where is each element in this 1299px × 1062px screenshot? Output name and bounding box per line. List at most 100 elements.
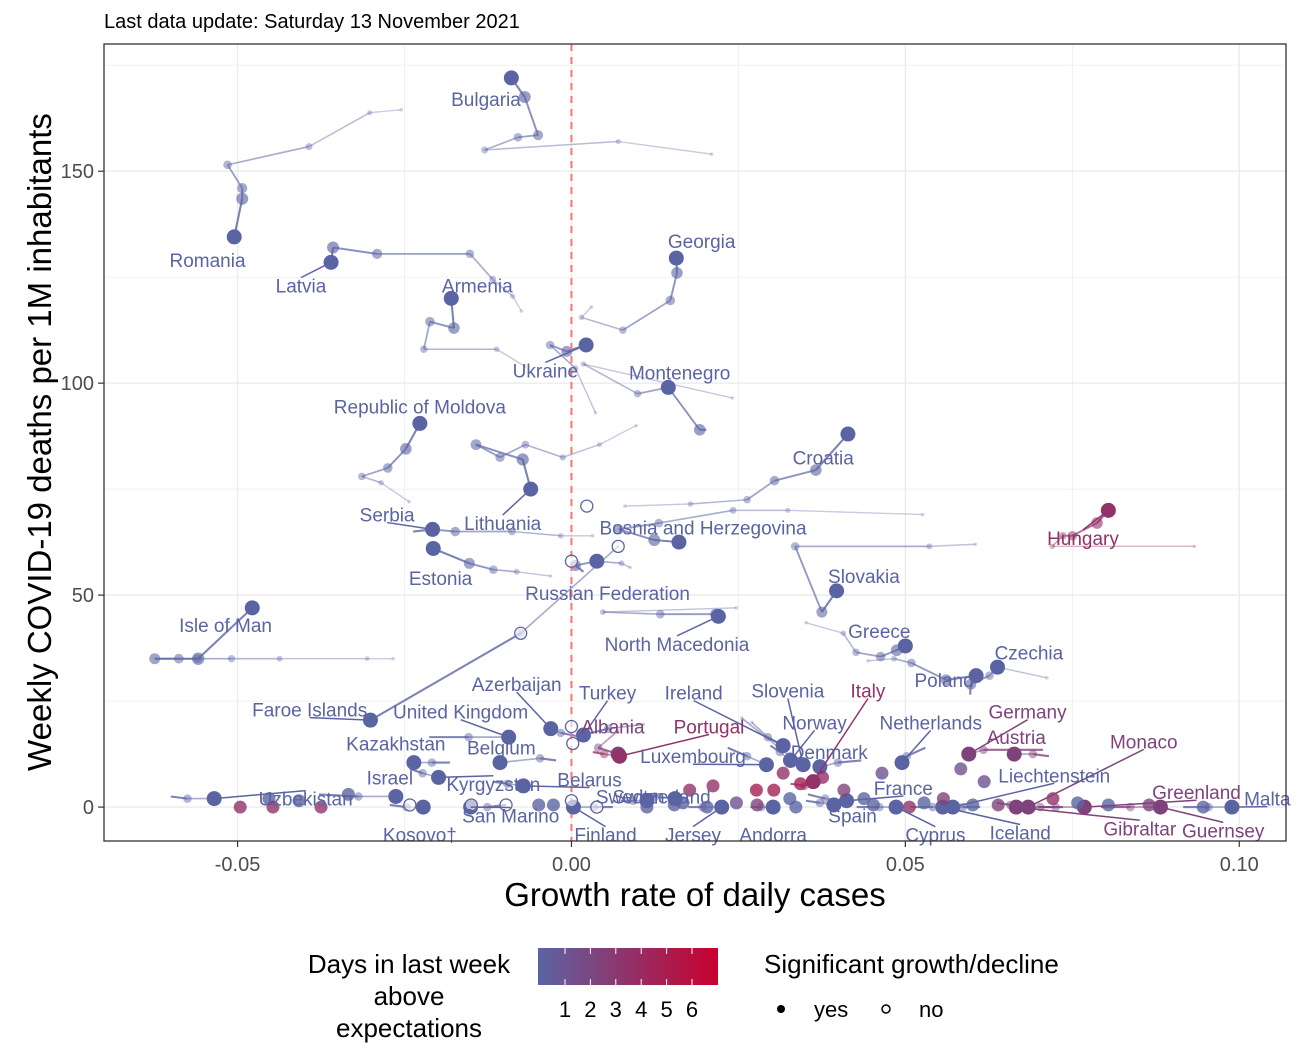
legend-tick-label: 3 xyxy=(610,997,622,1022)
trajectory-segment xyxy=(602,611,661,616)
past-point xyxy=(481,146,489,154)
label-leader xyxy=(846,795,904,802)
country-label: Netherlands xyxy=(880,713,982,734)
country-label: France xyxy=(874,779,933,800)
past-point xyxy=(785,507,791,513)
label-leader xyxy=(1084,799,1197,808)
country-label: San Marino xyxy=(462,807,559,828)
label-leader xyxy=(676,615,719,637)
past-point xyxy=(448,322,460,334)
country-label: Andorra xyxy=(739,826,807,847)
trajectory-segment xyxy=(621,562,631,569)
past-point xyxy=(926,543,933,550)
past-point xyxy=(875,651,886,662)
country-label: North Macedonia xyxy=(605,635,750,656)
label-leader xyxy=(1082,509,1109,531)
data-point xyxy=(1142,798,1156,812)
label-leader xyxy=(573,806,606,828)
y-tick-label: 150 xyxy=(61,161,94,183)
country-labels: Bulgaria Romania Latvia Armenia Georgia Ukrai… xyxy=(169,90,1290,847)
legend-shape-yes-label: yes xyxy=(814,997,848,1022)
non-significant-point xyxy=(403,798,417,812)
past-point xyxy=(810,464,822,476)
data-point xyxy=(917,796,931,810)
past-point xyxy=(518,90,531,103)
trajectory-segment xyxy=(308,112,371,148)
trajectory-segment xyxy=(690,498,748,505)
past-point xyxy=(633,389,642,398)
legend-tick-label: 2 xyxy=(584,997,596,1022)
label-leader xyxy=(387,521,433,531)
label-leader xyxy=(523,785,590,789)
past-point xyxy=(191,652,205,665)
past-point xyxy=(730,396,735,400)
label-leaders xyxy=(214,261,1268,828)
label-leader xyxy=(812,698,869,783)
trajectory-segment xyxy=(618,140,712,155)
past-point xyxy=(597,442,603,448)
past-point xyxy=(591,533,595,538)
past-point xyxy=(519,309,524,313)
past-point xyxy=(357,472,366,481)
past-point xyxy=(693,423,706,436)
country-label: United Kingdom xyxy=(393,703,528,724)
country-label: Serbia xyxy=(360,506,415,527)
current-point xyxy=(388,788,404,804)
trajectory-segment xyxy=(1051,535,1064,547)
past-point xyxy=(985,671,994,680)
country-label: Turkey xyxy=(579,684,637,705)
past-point xyxy=(739,716,744,720)
past-point xyxy=(815,798,825,808)
label-leader xyxy=(619,733,710,757)
country-label: Portugal xyxy=(674,718,745,739)
data-point xyxy=(1196,800,1210,814)
past-point xyxy=(470,439,482,451)
data-point xyxy=(749,783,763,797)
data-point xyxy=(816,770,830,784)
trajectory-segment xyxy=(332,246,378,255)
current-point xyxy=(244,600,260,616)
past-point xyxy=(418,768,427,778)
trajectory-segment xyxy=(837,759,862,764)
past-point xyxy=(866,659,870,663)
data-point xyxy=(977,775,991,789)
country-label: Albania xyxy=(581,718,645,739)
past-point xyxy=(920,512,925,517)
past-point xyxy=(327,241,340,254)
label-leader xyxy=(1160,806,1224,824)
country-label: Norway xyxy=(782,713,847,734)
trajectory-segment xyxy=(1032,753,1050,758)
country-label: Czechia xyxy=(995,643,1064,664)
trajectory-segment xyxy=(574,368,597,414)
trajectory-segment xyxy=(369,632,522,722)
past-point xyxy=(521,440,530,449)
trajectory-segment xyxy=(539,757,557,762)
x-tick-label: 0.05 xyxy=(886,854,925,876)
trajectory-segment xyxy=(597,730,619,749)
label-leader xyxy=(582,700,609,736)
current-point xyxy=(968,668,984,684)
country-label: Sweden xyxy=(596,787,665,808)
trajectory-segment xyxy=(562,443,600,459)
past-point xyxy=(599,749,609,759)
data-point xyxy=(729,796,743,810)
past-point xyxy=(508,527,516,536)
country-label: Slovenia xyxy=(751,682,824,703)
past-point xyxy=(173,653,184,664)
past-point xyxy=(276,655,283,662)
trajectory-segment xyxy=(523,96,539,136)
label-leader xyxy=(968,719,1028,755)
non-significant-point xyxy=(564,554,579,568)
country-label: Isle of Man xyxy=(179,616,272,637)
legend-color-title-line-1: Days in last week xyxy=(308,949,511,979)
current-point xyxy=(503,70,519,86)
trajectory-segment xyxy=(475,443,524,461)
data-point xyxy=(546,798,560,812)
country-label: Cyprus xyxy=(905,826,965,847)
current-point xyxy=(492,755,508,771)
legend-shape-title: Significant growth/decline xyxy=(764,949,1059,979)
trajectory-segment xyxy=(499,443,526,459)
trajectory-segment xyxy=(815,433,849,471)
country-label: Kyrgyzstan xyxy=(446,775,540,796)
trajectory-segment xyxy=(746,479,775,501)
